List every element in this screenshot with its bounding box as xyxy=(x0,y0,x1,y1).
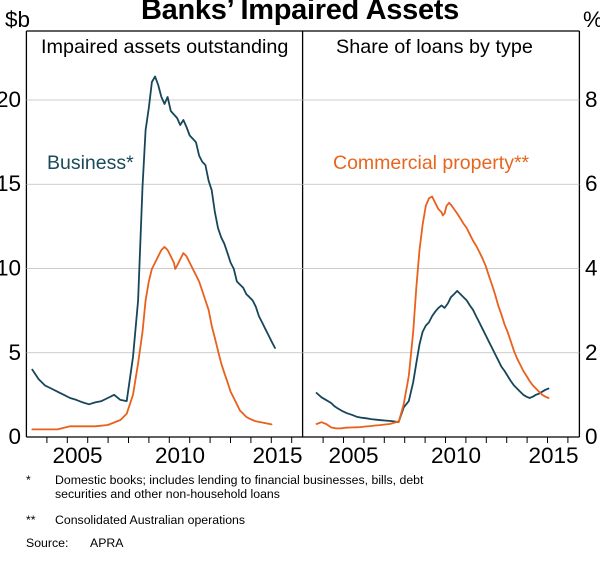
svg-text:Commercial property**: Commercial property** xyxy=(333,152,530,174)
svg-text:10: 10 xyxy=(0,256,21,281)
svg-text:2005: 2005 xyxy=(52,443,102,468)
svg-text:20: 20 xyxy=(0,87,21,112)
svg-text:2: 2 xyxy=(585,340,598,365)
svg-text:%: % xyxy=(583,7,600,32)
svg-text:0: 0 xyxy=(8,424,21,449)
svg-text:2005: 2005 xyxy=(328,443,378,468)
svg-text:2015: 2015 xyxy=(252,443,302,468)
svg-text:5: 5 xyxy=(8,340,21,365)
svg-text:Impaired assets outstanding: Impaired assets outstanding xyxy=(41,36,288,58)
svg-text:8: 8 xyxy=(585,87,598,112)
svg-text:2010: 2010 xyxy=(155,443,205,468)
svg-text:6: 6 xyxy=(585,171,598,196)
svg-text:2015: 2015 xyxy=(528,443,578,468)
svg-text:$b: $b xyxy=(5,7,30,32)
svg-text:Share of loans by type: Share of loans by type xyxy=(336,36,533,58)
svg-text:15: 15 xyxy=(0,171,21,196)
svg-text:4: 4 xyxy=(585,256,598,281)
svg-text:0: 0 xyxy=(585,424,598,449)
svg-text:Business*: Business* xyxy=(47,152,134,174)
svg-text:2010: 2010 xyxy=(431,443,481,468)
